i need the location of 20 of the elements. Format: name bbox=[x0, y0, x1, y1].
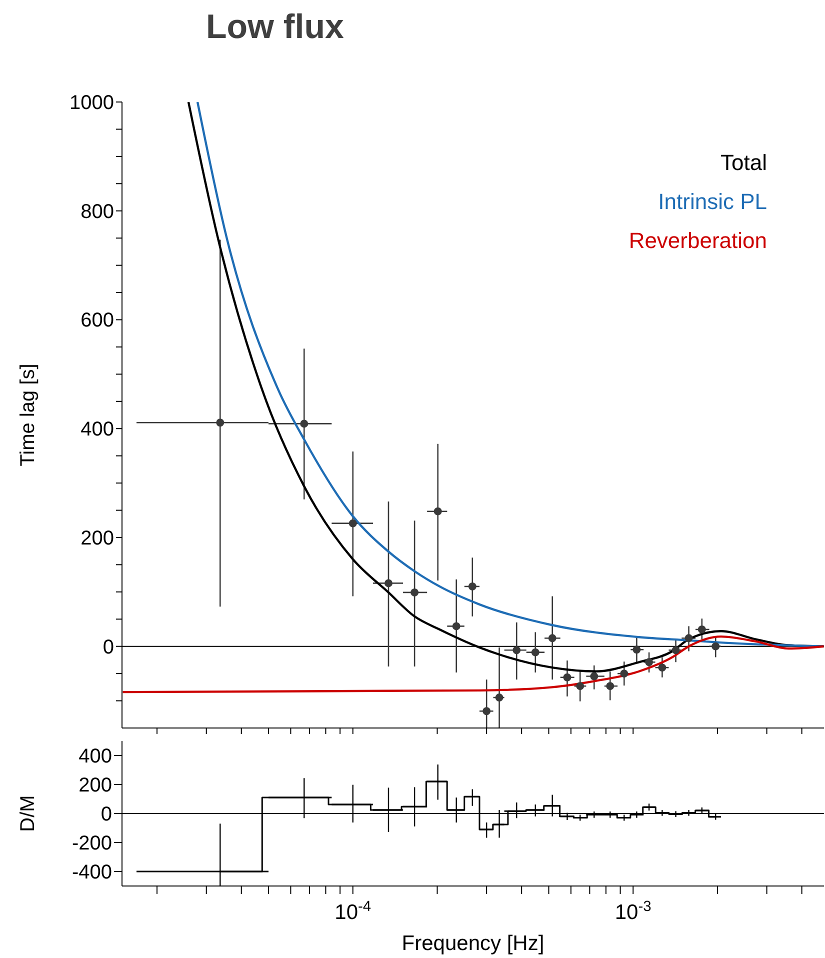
y-tick-label: 200 bbox=[78, 774, 112, 796]
y-tick-label: -400 bbox=[72, 862, 112, 884]
y-tick-label: 0 bbox=[100, 804, 112, 826]
y-axis-title: D/M bbox=[17, 795, 39, 832]
text: Intrinsic PL bbox=[657, 188, 767, 216]
text: Total bbox=[720, 149, 767, 177]
y-tick-label: -200 bbox=[72, 832, 112, 854]
y-tick-label: 200 bbox=[80, 527, 114, 550]
chart-title: Low flux bbox=[206, 8, 344, 47]
y-tick-label: 0 bbox=[102, 636, 114, 658]
y-axis-title: Time lag [s] bbox=[17, 364, 39, 466]
x-axis-title: Frequency [Hz] bbox=[402, 932, 544, 955]
y-tick-label: 400 bbox=[80, 418, 114, 441]
x-tick-label: 10$^{-4}$ bbox=[334, 898, 372, 924]
y-tick-label: 1000 bbox=[70, 92, 114, 114]
y-tick-label: 800 bbox=[80, 200, 114, 223]
text: Reverberation bbox=[628, 227, 767, 255]
y-tick-label: 400 bbox=[78, 746, 112, 768]
y-tick-label: 600 bbox=[80, 310, 114, 332]
x-tick-label: 10$^{-3}$ bbox=[614, 898, 652, 924]
